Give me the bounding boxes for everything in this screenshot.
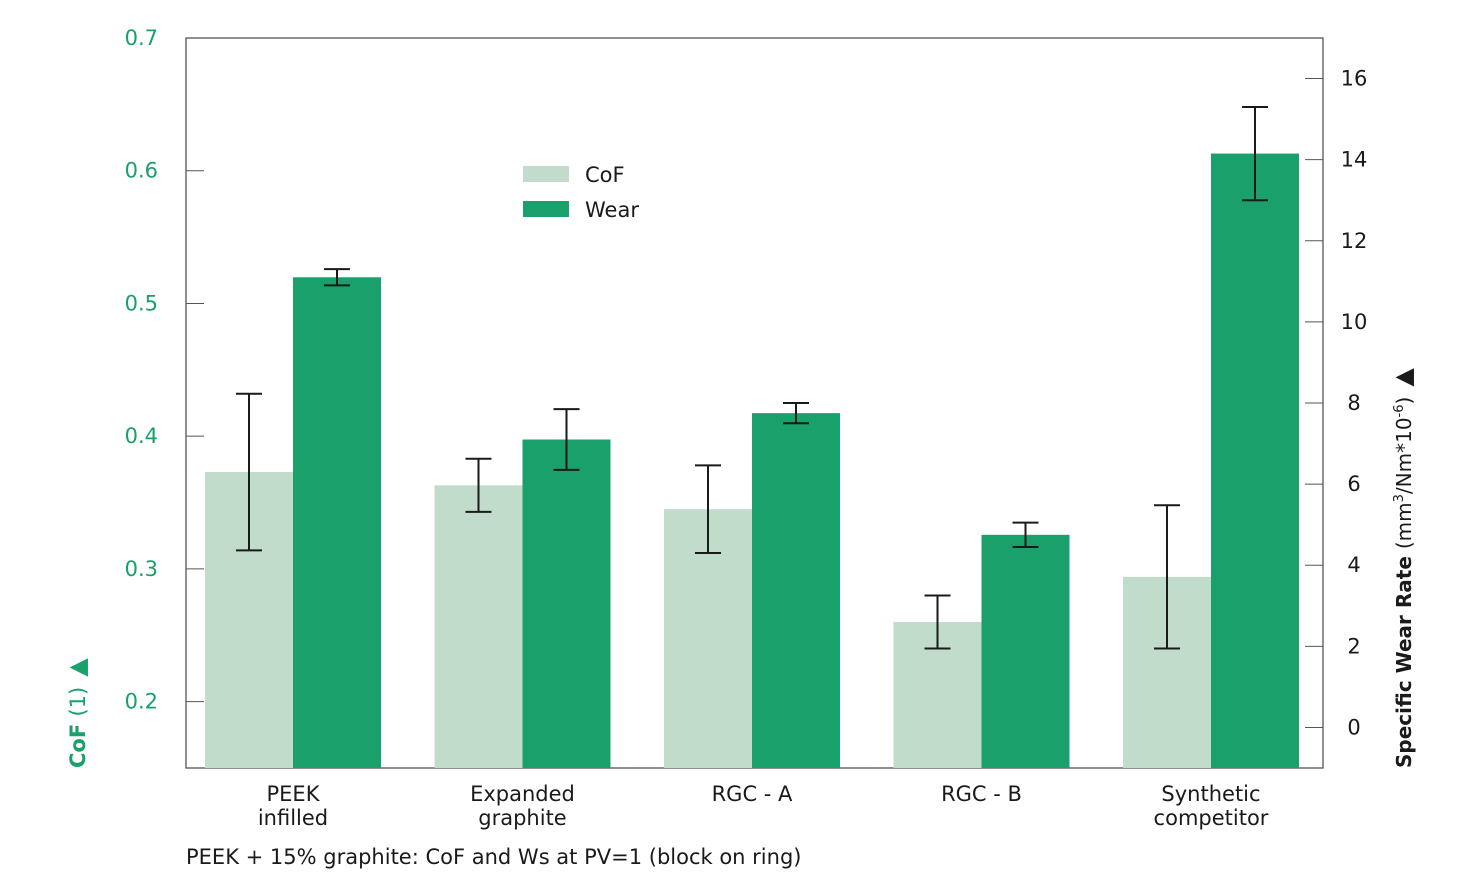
left-axis: 0.2 0.3 0.4 0.5 0.6 0.7 [125,26,204,714]
category-label: RGC - B [941,782,1022,806]
right-tick-label: 0 [1347,715,1360,739]
left-tick-label: 0.6 [125,159,158,183]
right-axis-title-sup2: -6 [1392,404,1407,417]
left-tick-label: 0.5 [125,291,158,315]
error-bar [465,457,492,513]
wear-bar [752,413,840,768]
right-tick-label: 6 [1347,472,1360,496]
left-tick-label: 0.7 [125,26,158,50]
right-axis-title-unit-pre: (mm [1392,502,1416,549]
left-axis-title: CoF (1) ▲ [63,658,91,768]
error-bar [1154,504,1180,650]
category-label-line: PEEK [267,782,321,806]
category-label-line: graphite [478,806,566,830]
right-axis-title-sup1: 3 [1392,494,1407,502]
left-axis-title-main: CoF [66,717,90,769]
error-bar [324,268,350,287]
left-tick-label: 0.3 [125,557,158,581]
error-bar [783,402,809,425]
category-label: PEEK infilled [258,782,328,830]
category-label-line: competitor [1154,806,1269,830]
chart-caption: PEEK + 15% graphite: CoF and Ws at PV=1 … [186,845,802,869]
legend-label: Wear [585,198,639,222]
wear-bar [522,439,611,768]
category-label: Expanded graphite [470,782,575,830]
left-tick-label: 0.4 [125,424,158,448]
error-bar [236,392,262,552]
wear-bar [981,534,1070,768]
bars [205,153,1299,769]
legend-swatch [523,166,569,182]
right-tick-label: 10 [1341,310,1368,334]
right-tick-label: 12 [1341,229,1368,253]
right-tick-label: 4 [1347,553,1360,577]
right-axis-title-unit-mid: /Nm*10 [1392,417,1416,494]
category-label-line: RGC - A [712,782,793,806]
right-tick-label: 2 [1347,634,1360,658]
error-bar [1012,521,1039,548]
right-axis-title-unit-post: ) [1392,397,1416,405]
left-axis-title-unit: (1) [66,687,90,717]
right-tick-label: 8 [1347,391,1360,415]
category-label: Synthetic competitor [1154,782,1269,830]
wear-bar [1211,153,1299,769]
right-axis-title-main: Specific Wear Rate [1392,549,1416,768]
left-axis-arrow: ▲ [63,658,91,677]
category-label-line: RGC - B [941,782,1022,806]
axis-titles: CoF (1)▲ Specific Wear Rate (mm3/Nm*10-6)… [63,368,1417,768]
legend-label: CoF [585,163,625,187]
category-label-line: Expanded [470,782,575,806]
left-tick-label: 0.2 [125,690,158,714]
category-label: RGC - A [712,782,793,806]
right-tick-label: 14 [1341,148,1368,172]
category-labels: PEEK infilled Expanded graphite RGC - A RGC -… [258,782,1269,830]
category-label-line: infilled [258,806,328,830]
cof-bar [434,485,523,768]
category-label-line: Synthetic [1161,782,1260,806]
wear-bar [293,277,381,768]
error-bars [236,105,1268,650]
right-axis-title: Specific Wear Rate (mm3/Nm*10-6) ▲ [1389,368,1417,768]
error-bar [924,594,951,650]
error-bar [695,464,721,554]
legend: CoF Wear [523,163,639,222]
error-bar [1242,105,1268,202]
error-bar [553,408,580,471]
legend-swatch [523,201,569,217]
right-axis-arrow: ▲ [1389,368,1417,387]
right-axis: 0 2 4 6 8 10 12 14 16 [1305,67,1368,739]
right-tick-label: 16 [1341,67,1368,91]
